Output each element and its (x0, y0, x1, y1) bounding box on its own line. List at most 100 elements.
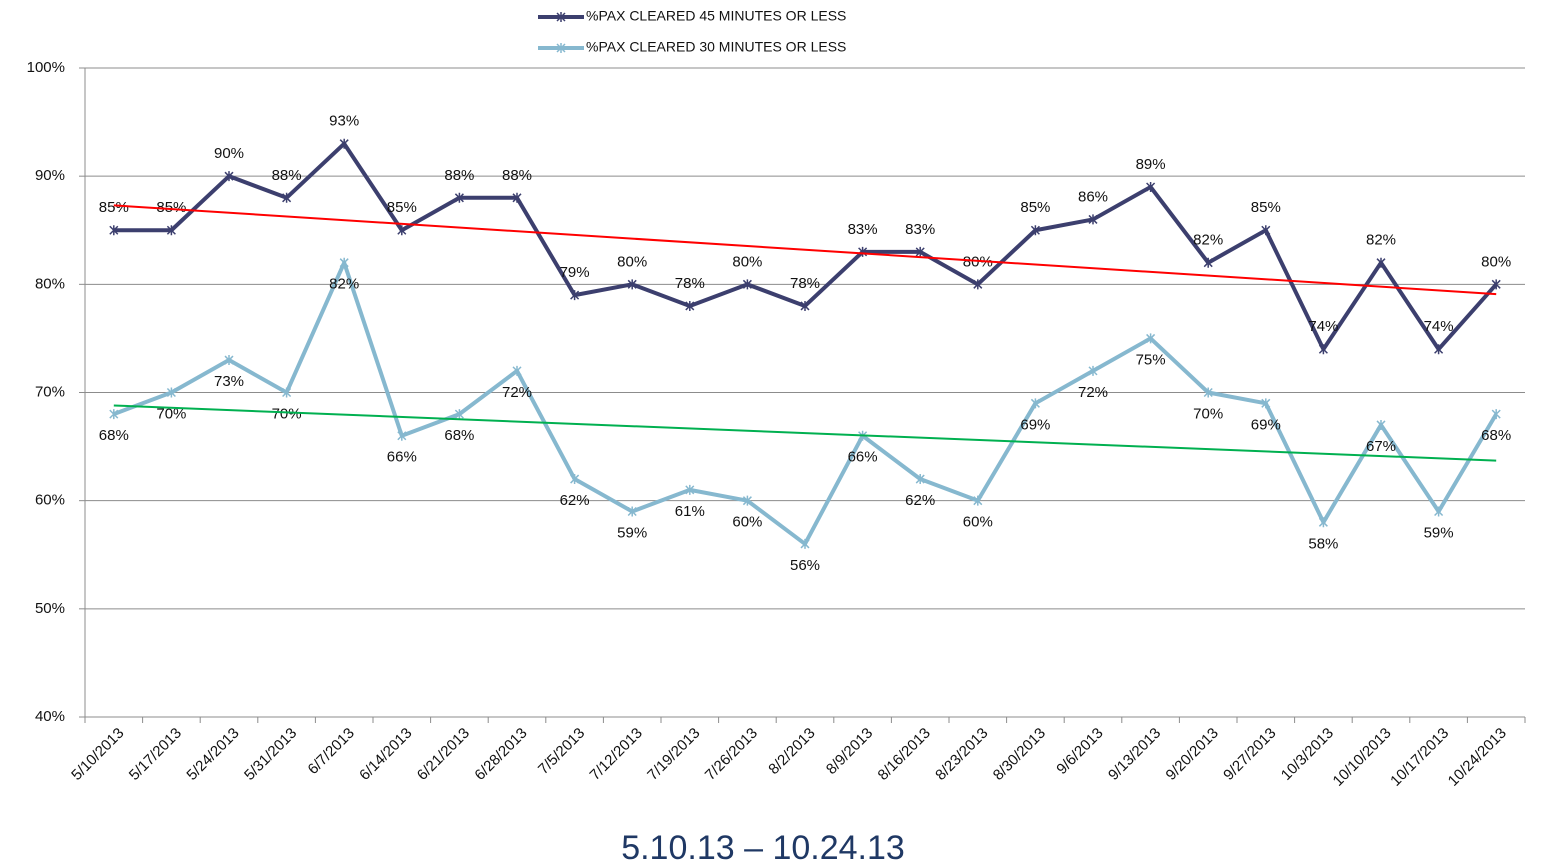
data-label: 74% (1308, 318, 1338, 335)
y-tick-label: 100% (27, 59, 65, 76)
point-marker (685, 484, 695, 495)
chart-subtitle: 5.10.13 – 10.24.13 (621, 829, 905, 867)
point-marker (1491, 279, 1501, 290)
trend-line (113, 204, 1497, 296)
x-tick-label: 7/19/2013 (644, 725, 703, 784)
data-label: 60% (963, 514, 993, 531)
data-label: 83% (848, 221, 878, 238)
point-marker (742, 495, 752, 506)
point-marker (282, 387, 292, 398)
data-label: 85% (387, 199, 417, 216)
point-marker (800, 300, 810, 311)
data-label: 80% (617, 253, 647, 270)
point-marker (742, 279, 752, 290)
x-tick-label: 8/30/2013 (990, 725, 1049, 784)
point-marker (1203, 387, 1213, 398)
x-tick-label: 10/10/2013 (1330, 725, 1395, 790)
data-label: 85% (156, 199, 186, 216)
x-tick-label: 5/17/2013 (126, 725, 185, 784)
point-marker (1146, 333, 1156, 344)
point-marker (1376, 419, 1386, 430)
point-marker (915, 246, 925, 257)
x-tick-label: 7/12/2013 (587, 725, 646, 784)
data-label: 68% (444, 427, 474, 444)
point-marker (685, 300, 695, 311)
point-marker (973, 279, 983, 290)
point-marker (1376, 257, 1386, 268)
x-tick-label: 6/7/2013 (305, 725, 358, 778)
point-marker (339, 138, 349, 149)
x-tick-label: 7/5/2013 (535, 725, 588, 778)
data-label: 67% (1366, 438, 1396, 455)
x-tick-label: 10/24/2013 (1445, 725, 1510, 790)
data-label: 66% (848, 449, 878, 466)
data-label: 69% (1020, 416, 1050, 433)
data-label: 80% (1481, 253, 1511, 270)
data-label: 89% (1136, 156, 1166, 173)
data-label: 90% (214, 145, 244, 162)
data-label: 85% (99, 199, 129, 216)
data-label: 83% (905, 221, 935, 238)
point-marker (1434, 506, 1444, 517)
data-label: 85% (1020, 199, 1050, 216)
point-marker (1088, 214, 1098, 225)
data-label: 56% (790, 557, 820, 574)
data-label: 88% (444, 167, 474, 184)
x-tick-label: 6/14/2013 (356, 725, 415, 784)
data-label: 70% (156, 405, 186, 422)
point-marker (1030, 225, 1040, 236)
point-marker (1318, 344, 1328, 355)
legend-label: %PAX CLEARED 45 MINUTES OR LESS (586, 8, 846, 24)
point-marker (915, 474, 925, 485)
data-label: 75% (1136, 351, 1166, 368)
x-tick-label: 9/13/2013 (1105, 725, 1164, 784)
point-marker (512, 192, 522, 203)
point-marker (1261, 398, 1271, 409)
x-tick-label: 5/31/2013 (241, 725, 300, 784)
data-label: 82% (1193, 232, 1223, 249)
x-tick-label: 9/27/2013 (1220, 725, 1279, 784)
point-marker (1434, 344, 1444, 355)
y-tick-label: 50% (35, 600, 65, 617)
data-label: 72% (502, 384, 532, 401)
point-marker (570, 290, 580, 301)
y-tick-label: 40% (35, 708, 65, 725)
data-label: 79% (560, 264, 590, 281)
data-label: 62% (560, 492, 590, 509)
data-label: 70% (272, 405, 302, 422)
point-marker (109, 225, 119, 236)
point-marker (512, 365, 522, 376)
y-tick-label: 70% (35, 383, 65, 400)
data-label: 69% (1251, 416, 1281, 433)
point-marker (556, 43, 566, 53)
data-label: 68% (1481, 427, 1511, 444)
x-tick-label: 6/28/2013 (471, 725, 530, 784)
x-tick-label: 8/23/2013 (932, 725, 991, 784)
data-label: 88% (502, 167, 532, 184)
x-tick-label: 10/17/2013 (1387, 725, 1452, 790)
point-marker (397, 430, 407, 441)
data-label: 78% (790, 275, 820, 292)
point-marker (627, 506, 637, 517)
data-label: 61% (675, 503, 705, 520)
data-label: 66% (387, 449, 417, 466)
point-marker (109, 409, 119, 420)
data-label: 80% (732, 253, 762, 270)
point-marker (224, 355, 234, 366)
legend-label: %PAX CLEARED 30 MINUTES OR LESS (586, 39, 846, 55)
data-label: 59% (1424, 524, 1454, 541)
data-label: 70% (1193, 405, 1223, 422)
data-label: 59% (617, 524, 647, 541)
point-marker (282, 192, 292, 203)
data-label: 82% (1366, 232, 1396, 249)
x-tick-label: 10/3/2013 (1278, 725, 1337, 784)
data-label: 88% (272, 167, 302, 184)
point-marker (800, 538, 810, 549)
data-label: 60% (732, 514, 762, 531)
point-marker (1146, 181, 1156, 192)
point-marker (570, 474, 580, 485)
y-tick-label: 60% (35, 492, 65, 509)
point-marker (166, 225, 176, 236)
data-label: 68% (99, 427, 129, 444)
trend-line (113, 404, 1497, 462)
